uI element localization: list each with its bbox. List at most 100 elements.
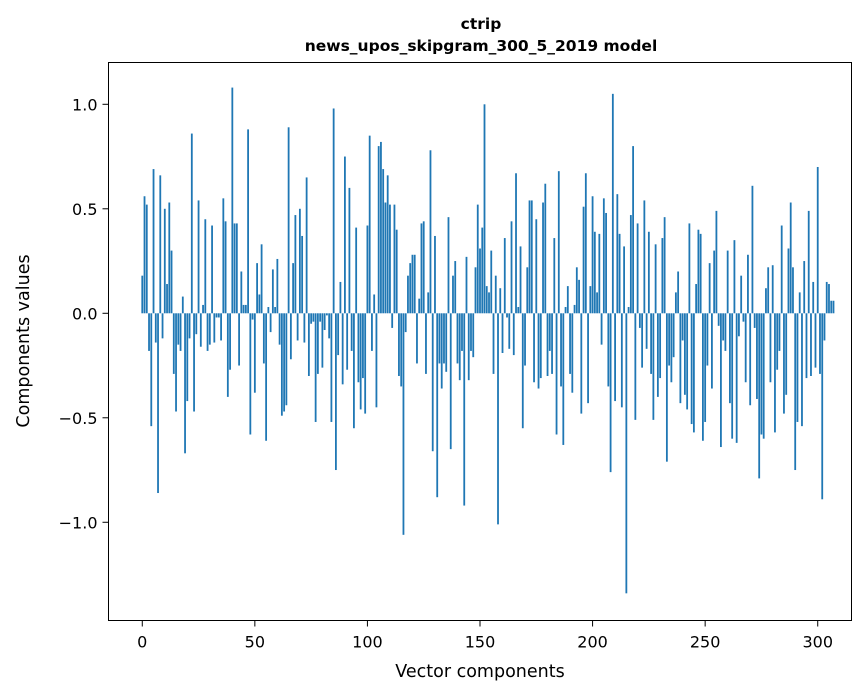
bar-3 [148,313,150,351]
bar-257 [720,313,722,448]
bar-252 [708,263,711,314]
bar-286 [785,313,788,395]
bar-13 [170,250,173,314]
bar-200 [591,196,594,314]
bar-34 [217,313,220,318]
bar-11 [166,284,168,314]
bar-17 [179,313,182,351]
bar-63 [283,313,286,412]
bar-216 [627,307,630,314]
bar-19 [184,313,186,454]
bar-66 [289,313,292,360]
bar-263 [733,240,736,314]
bar-294 [803,261,806,314]
bar-1 [143,196,146,314]
bar-8 [159,175,162,314]
bar-215 [625,313,628,594]
bar-209 [611,93,614,314]
bar-186 [560,313,562,387]
bar-79 [319,313,322,322]
bar-181 [548,313,551,351]
bar-58 [271,269,274,314]
bar-244 [690,313,693,425]
bar-112 [393,204,396,314]
bar-91 [346,313,349,370]
bar-276 [762,313,765,439]
bar-7 [157,313,159,494]
bar-54 [262,313,265,364]
bar-61 [278,313,281,345]
bar-152 [483,104,486,314]
y-axis-label: Components values [14,254,34,427]
bar-259 [724,313,727,351]
bar-113 [395,229,398,314]
bar-148 [474,267,477,314]
bar-76 [312,313,315,322]
bar-64 [285,313,288,406]
bar-155 [490,250,493,314]
bar-284 [780,225,783,314]
bar-220 [636,223,639,314]
bar-291 [796,313,799,422]
bar-71 [301,235,304,314]
bar-59 [274,307,277,314]
bar-36 [222,198,225,314]
bar-266 [740,275,743,314]
bar-182 [551,313,553,374]
bar-211 [616,194,619,314]
bar-176 [537,313,540,389]
bar-304 [825,281,828,314]
x-axis-ticks: 0 50 100 150 200 250 300 [137,620,833,652]
bar-239 [679,313,682,404]
bar-115 [400,313,403,387]
bar-282 [776,313,779,370]
bar-140 [456,313,459,364]
bar-212 [618,233,621,314]
bar-254 [713,250,716,314]
bar-258 [722,313,725,341]
bar-27 [202,304,204,314]
bar-135 [445,313,448,372]
bar-305 [828,284,830,314]
bar-121 [413,254,416,314]
bar-159 [499,288,502,314]
bar-285 [783,313,785,414]
bar-68 [294,215,297,314]
bar-24 [195,313,198,335]
bar-261 [729,313,731,404]
bar-86 [335,313,337,471]
bar-157 [494,275,497,314]
bar-234 [668,313,671,366]
bar-206 [605,212,607,314]
bar-133 [440,313,443,389]
bar-264 [735,313,738,443]
bar-160 [501,313,504,353]
bar-205 [602,198,605,314]
bar-147 [472,313,475,358]
bar-128 [429,150,432,314]
x-tick-label: 300 [802,633,833,652]
bar-22 [190,133,193,314]
bar-98 [362,313,364,379]
bar-306 [830,300,833,314]
x-tick-label: 0 [137,633,147,652]
bar-111 [391,313,394,328]
bar-73 [305,177,308,314]
bar-198 [587,313,589,404]
bar-180 [546,313,549,376]
bar-289 [792,267,794,314]
bar-188 [564,307,567,314]
bar-161 [503,238,506,314]
chart-title: ctrip [461,15,502,33]
bar-179 [544,183,547,314]
bar-232 [663,217,666,314]
bar-101 [368,135,371,314]
bar-118 [407,275,409,314]
bar-81 [323,313,326,331]
bar-224 [645,313,648,349]
bar-99 [364,313,367,414]
bar-95 [355,227,358,314]
bar-249 [702,313,704,441]
bar-165 [512,313,515,356]
bar-270 [749,313,752,406]
